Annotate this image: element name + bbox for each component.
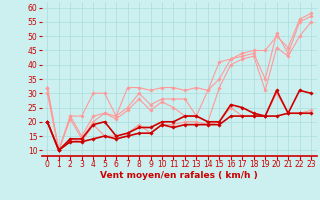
X-axis label: Vent moyen/en rafales ( km/h ): Vent moyen/en rafales ( km/h ) xyxy=(100,171,258,180)
